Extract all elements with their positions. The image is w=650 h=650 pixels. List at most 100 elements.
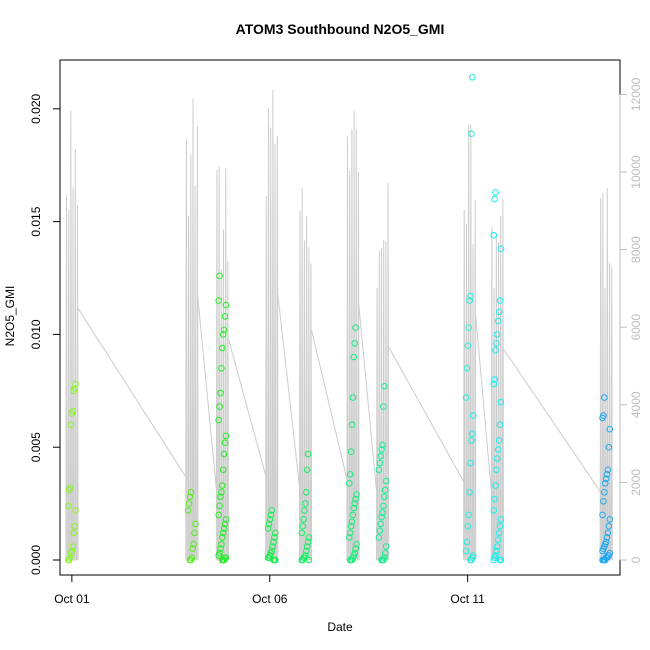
data-point [269,543,276,550]
data-point [349,394,357,401]
data-point [380,403,387,410]
data-point [497,245,505,252]
data-point [268,547,276,555]
altitude-lines [65,89,613,561]
data-point [465,511,473,519]
data-point [215,511,222,519]
data-point [303,489,310,496]
altitude-trace [185,98,199,561]
data-point [604,466,612,474]
data-point [352,495,359,503]
data-point [490,231,498,239]
data-point [303,466,311,474]
data-point [216,549,223,557]
altitude-trace [215,166,229,561]
data-point [494,331,501,338]
data-point [222,432,230,440]
data-point [216,403,223,410]
data-point [268,507,276,514]
data-point [491,376,498,383]
data-point [466,489,473,496]
data-point [71,522,78,530]
data-point [381,554,388,562]
data-point [299,522,307,530]
data-point [491,495,498,503]
data-point [467,459,474,467]
data-point [467,292,474,300]
data-point [463,365,471,372]
data-point [464,522,472,530]
data-point [65,502,72,510]
data-point [219,344,226,352]
data-point [219,331,227,338]
data-point [494,317,502,325]
y-tick-label: 0.000 [29,545,43,575]
data-point [220,326,228,334]
data-point [493,547,500,555]
data-point [378,513,385,521]
data-point [186,493,194,501]
altitude-trace [298,188,313,561]
data-point [346,534,353,541]
right-axis: 0 2000 4000 6000 8000 10000 12000 [619,77,643,563]
data-point [69,543,77,550]
data-point [377,452,385,460]
data-point [497,556,505,564]
transit-line [77,307,187,478]
data-point [462,394,470,401]
data-point [304,538,312,546]
data-point [220,450,228,458]
y-axis: 0.000 0.005 0.010 0.015 0.020 [29,93,60,575]
data-point [222,301,230,309]
transit-line [227,337,267,476]
data-point [221,439,229,447]
right-tick-label: 0 [629,556,643,563]
data-point [351,549,359,557]
data-point [267,511,275,519]
transit-line [388,346,465,482]
data-point [265,520,273,528]
data-point [217,389,224,397]
data-point [375,534,383,541]
data-point [382,477,390,485]
data-point [606,549,614,557]
data-point [379,441,386,449]
data-point [604,529,612,537]
x-axis: Oct 01 Oct 06 Oct 11 [54,574,485,606]
data-point [272,529,279,537]
data-point [462,547,470,555]
data-point [490,507,498,514]
data-point [490,380,498,388]
y-axis-label: N2O5_GMI [3,286,17,347]
data-point [378,446,385,453]
data-point [348,518,356,526]
x-tick-label: Oct 06 [252,592,288,606]
data-point [350,504,358,512]
data-point [218,540,225,548]
data-point [464,342,472,350]
y-tick-label: 0.010 [29,319,43,349]
data-point [351,500,359,507]
data-point [382,543,390,550]
data-point [303,547,310,555]
data-point [346,471,354,478]
data-point [602,538,610,546]
data-point [353,540,360,548]
data-points [65,74,614,564]
data-point [376,459,384,467]
data-point [66,484,74,492]
data-point [217,493,224,501]
data-point [272,556,279,564]
data-point [303,543,311,550]
data-point [221,313,229,320]
data-point [599,511,606,519]
data-point [494,543,501,550]
data-point [192,520,199,528]
transit-line [197,297,217,488]
data-point [350,353,358,361]
data-point [497,516,505,523]
altitude-trace [346,110,360,561]
data-point [191,529,198,537]
data-point [190,540,197,548]
